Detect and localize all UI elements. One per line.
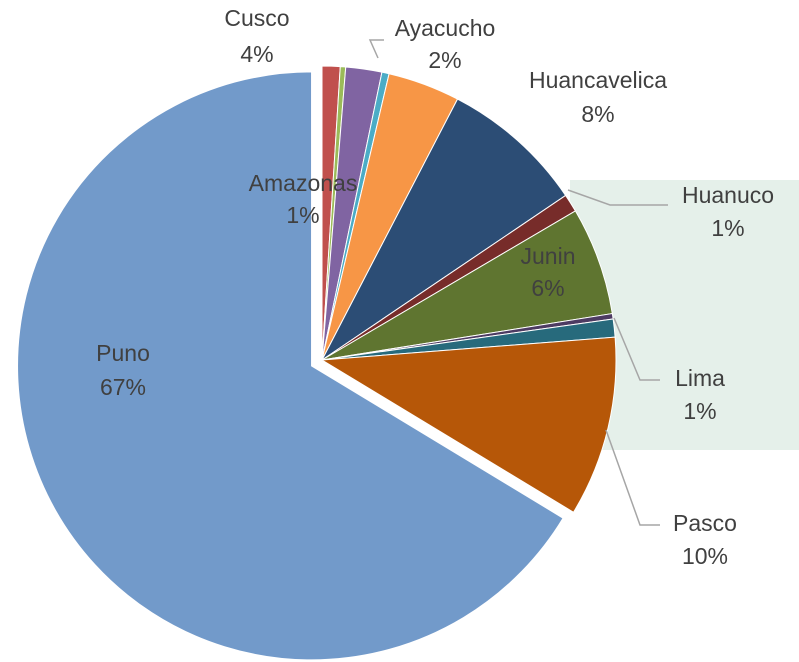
leader-line — [567, 189, 668, 206]
slice-label: Huancavelica — [529, 67, 667, 93]
value-label: 2% — [428, 47, 461, 73]
leader-line — [368, 39, 384, 59]
pie — [17, 65, 617, 661]
value-label: 4% — [240, 41, 273, 67]
value-label: 1% — [711, 215, 744, 241]
labels: Amazonas 1% Ayacucho 2% Cusco 4% Huancavelica 8… — [96, 5, 774, 569]
leader-line — [613, 317, 660, 381]
value-label: 1% — [286, 202, 319, 228]
slice-label: Junin — [521, 243, 576, 269]
value-label: 8% — [581, 101, 614, 127]
slice-label: Huanuco — [682, 182, 774, 208]
value-label: 10% — [682, 543, 728, 569]
leader-line — [605, 429, 660, 526]
slice-label: Puno — [96, 340, 150, 366]
slice-label: Lima — [675, 365, 725, 391]
slice-label: Pasco — [673, 510, 737, 536]
value-label: 1% — [683, 398, 716, 424]
slice-label: Amazonas — [249, 170, 358, 196]
pie-slice — [320, 336, 617, 513]
value-label: 67% — [100, 374, 146, 400]
value-label: 6% — [531, 275, 564, 301]
slice-label: Cusco — [224, 5, 289, 31]
pie-slice — [17, 71, 564, 661]
pie-slice — [321, 98, 567, 361]
slice-label: Ayacucho — [395, 15, 496, 41]
